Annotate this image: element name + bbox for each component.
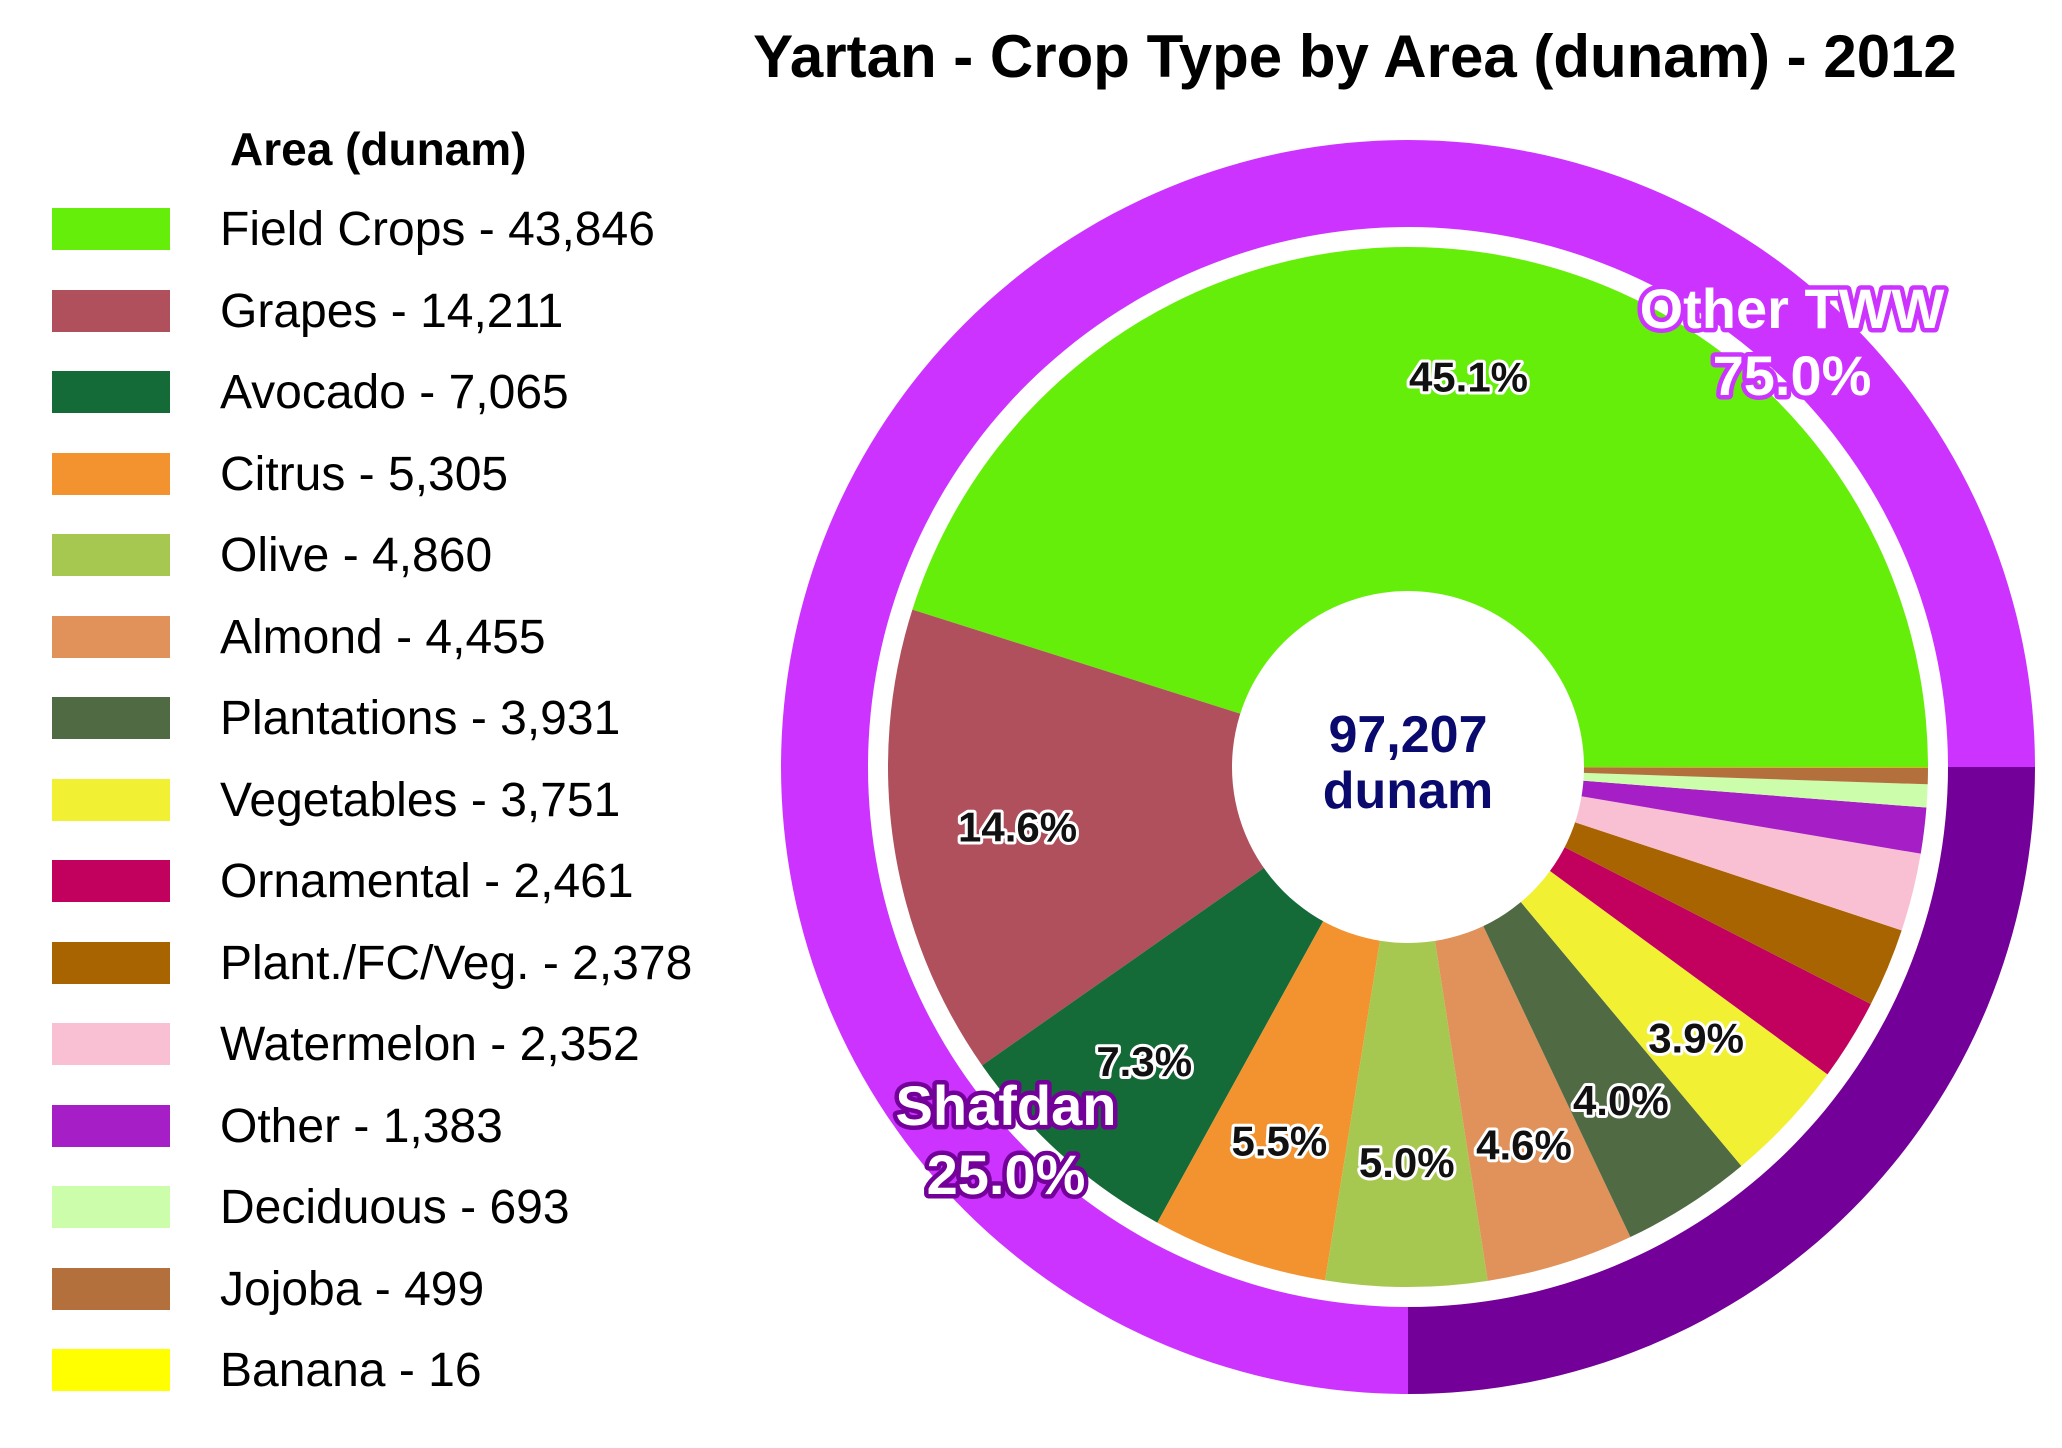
outer-slice-shafdan <box>1408 767 2035 1394</box>
slice-vegetables <box>1520 870 1828 1167</box>
legend-swatch-plantations <box>52 697 170 739</box>
chart-title: Yartan - Crop Type by Area (dunam) - 201… <box>753 23 1957 90</box>
legend-swatch-grapes <box>52 289 170 332</box>
legend-label-watermelon: Watermelon - 2,352 <box>220 1018 640 1071</box>
legend-label-olive: Olive - 4,860 <box>220 529 493 582</box>
legend-label-grapes: Grapes - 14,211 <box>220 284 564 338</box>
legend-label-jojoba: Jojoba - 499 <box>220 1262 485 1316</box>
legend-label-vegetables: Vegetables - 3,751 <box>220 773 621 827</box>
legend-swatch-banana <box>52 1349 170 1391</box>
outer-label-shafdan-name: Shafdan <box>896 1074 1117 1137</box>
slice-labels: 45.1% 14.6% 7.3% 5.5% 5.0% 4.6%4.0% 3.9% <box>955 351 1747 1189</box>
slice-label-field-crops: 45.1% <box>1409 354 1528 401</box>
slice-deciduous <box>1582 772 1928 808</box>
legend-label-banana: Banana - 16 <box>220 1344 482 1397</box>
legend-swatch-ornamental <box>52 860 170 902</box>
legend-item-banana: Banana - 16 <box>52 1343 812 1425</box>
legend-item-deciduous: Deciduous - 693 <box>52 1180 812 1262</box>
legend-label-deciduous: Deciduous - 693 <box>220 1181 570 1234</box>
slice-grapes <box>887 609 1265 1066</box>
legend-label-plantations: Plantations - 3,931 <box>220 692 621 745</box>
slice-plant-fc-veg <box>1563 821 1902 1004</box>
outer-label-other-tww-percent: 75.0% <box>1713 344 1872 407</box>
slice-other <box>1580 780 1927 854</box>
slice-watermelon <box>1574 796 1921 931</box>
legend-item-other: Other - 1,383 <box>52 1099 812 1181</box>
legend-label-almond: Almond - 4,455 <box>220 610 546 664</box>
legend-item-almond: Almond - 4,455 <box>52 610 812 692</box>
legend-swatch-jojoba <box>52 1267 170 1310</box>
legend-swatch-almond <box>52 615 170 658</box>
legend-list: Field Crops - 43,846 Grapes - 14,211 Avoca… <box>52 202 812 1425</box>
slice-jojoba <box>1582 767 1928 785</box>
center-unit: dunam <box>1323 762 1493 820</box>
legend-item-ornamental: Ornamental - 2,461 <box>52 854 812 936</box>
slice-label-plantations: 4.0% <box>1573 1077 1669 1124</box>
slice-citrus <box>1157 920 1381 1281</box>
legend-item-olive: Olive - 4,860 <box>52 528 812 610</box>
slice-field-crops <box>912 246 1928 768</box>
legend-swatch-deciduous <box>52 1186 170 1228</box>
outer-label-shafdan-percent: 25.0% <box>927 1143 1086 1206</box>
legend-swatch-watermelon <box>52 1023 170 1065</box>
legend-label-other: Other - 1,383 <box>220 1099 503 1153</box>
legend-item-plantations: Plantations - 3,931 <box>52 691 812 773</box>
slice-banana <box>1582 767 1928 768</box>
slice-plantations <box>1482 901 1742 1238</box>
legend-swatch-avocado <box>52 371 170 413</box>
slice-avocado <box>982 867 1324 1223</box>
slice-label-vegetables: 3.9% <box>1648 1014 1744 1061</box>
slice-olive <box>1325 939 1488 1288</box>
slice-label-citrus: 5.5% <box>1232 1117 1328 1164</box>
donut-hole <box>1232 591 1584 943</box>
legend-label-ornamental: Ornamental - 2,461 <box>220 855 634 908</box>
legend-swatch-vegetables <box>52 778 170 821</box>
slice-label-olive: 5.0% <box>1359 1139 1455 1186</box>
legend-item-plant-fc-veg: Plant./FC/Veg. - 2,378 <box>52 936 812 1018</box>
inner-slices <box>887 246 1928 1288</box>
legend-swatch-field-crops <box>52 208 170 250</box>
legend-label-field-crops: Field Crops - 43,846 <box>220 203 655 256</box>
legend-label-avocado: Avocado - 7,065 <box>220 366 569 419</box>
legend-swatch-olive <box>52 534 170 576</box>
center-total: 97,207 <box>1328 706 1487 764</box>
outer-label-other-tww-name: Other TWW <box>1640 277 1945 340</box>
legend-label-citrus: Citrus - 5,305 <box>220 447 509 501</box>
slice-label-almond: 4.6% <box>1476 1122 1572 1169</box>
legend-swatch-citrus <box>52 452 170 495</box>
slice-label-grapes: 14.6% <box>958 804 1077 851</box>
legend-item-vegetables: Vegetables - 3,751 <box>52 773 812 855</box>
legend-swatch-plant-fc-veg <box>52 941 170 984</box>
legend-swatch-other <box>52 1104 170 1147</box>
slice-ornamental <box>1549 846 1871 1075</box>
slice-almond <box>1434 925 1631 1281</box>
legend-title: Area (dunam) <box>230 123 527 175</box>
legend-item-citrus: Citrus - 5,305 <box>52 447 812 529</box>
slice-label-avocado: 7.3% <box>1096 1038 1192 1085</box>
legend-label-plant-fc-veg: Plant./FC/Veg. - 2,378 <box>220 936 693 990</box>
outer-ring <box>781 140 2035 1394</box>
legend-item-avocado: Avocado - 7,065 <box>52 365 812 447</box>
legend-item-jojoba: Jojoba - 499 <box>52 1262 812 1344</box>
legend-item-watermelon: Watermelon - 2,352 <box>52 1017 812 1099</box>
legend-item-grapes: Grapes - 14,211 <box>52 284 812 366</box>
legend-item-field-crops: Field Crops - 43,846 <box>52 202 812 284</box>
